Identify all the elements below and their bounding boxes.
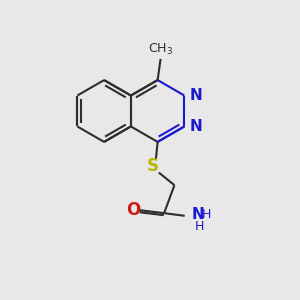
Text: CH$_3$: CH$_3$ bbox=[148, 41, 173, 56]
Text: H: H bbox=[195, 220, 204, 233]
Text: S: S bbox=[146, 157, 158, 175]
Text: H: H bbox=[202, 208, 211, 221]
Text: O: O bbox=[126, 201, 141, 219]
Text: N: N bbox=[192, 207, 205, 222]
Text: N: N bbox=[190, 88, 202, 103]
Text: N: N bbox=[190, 119, 202, 134]
